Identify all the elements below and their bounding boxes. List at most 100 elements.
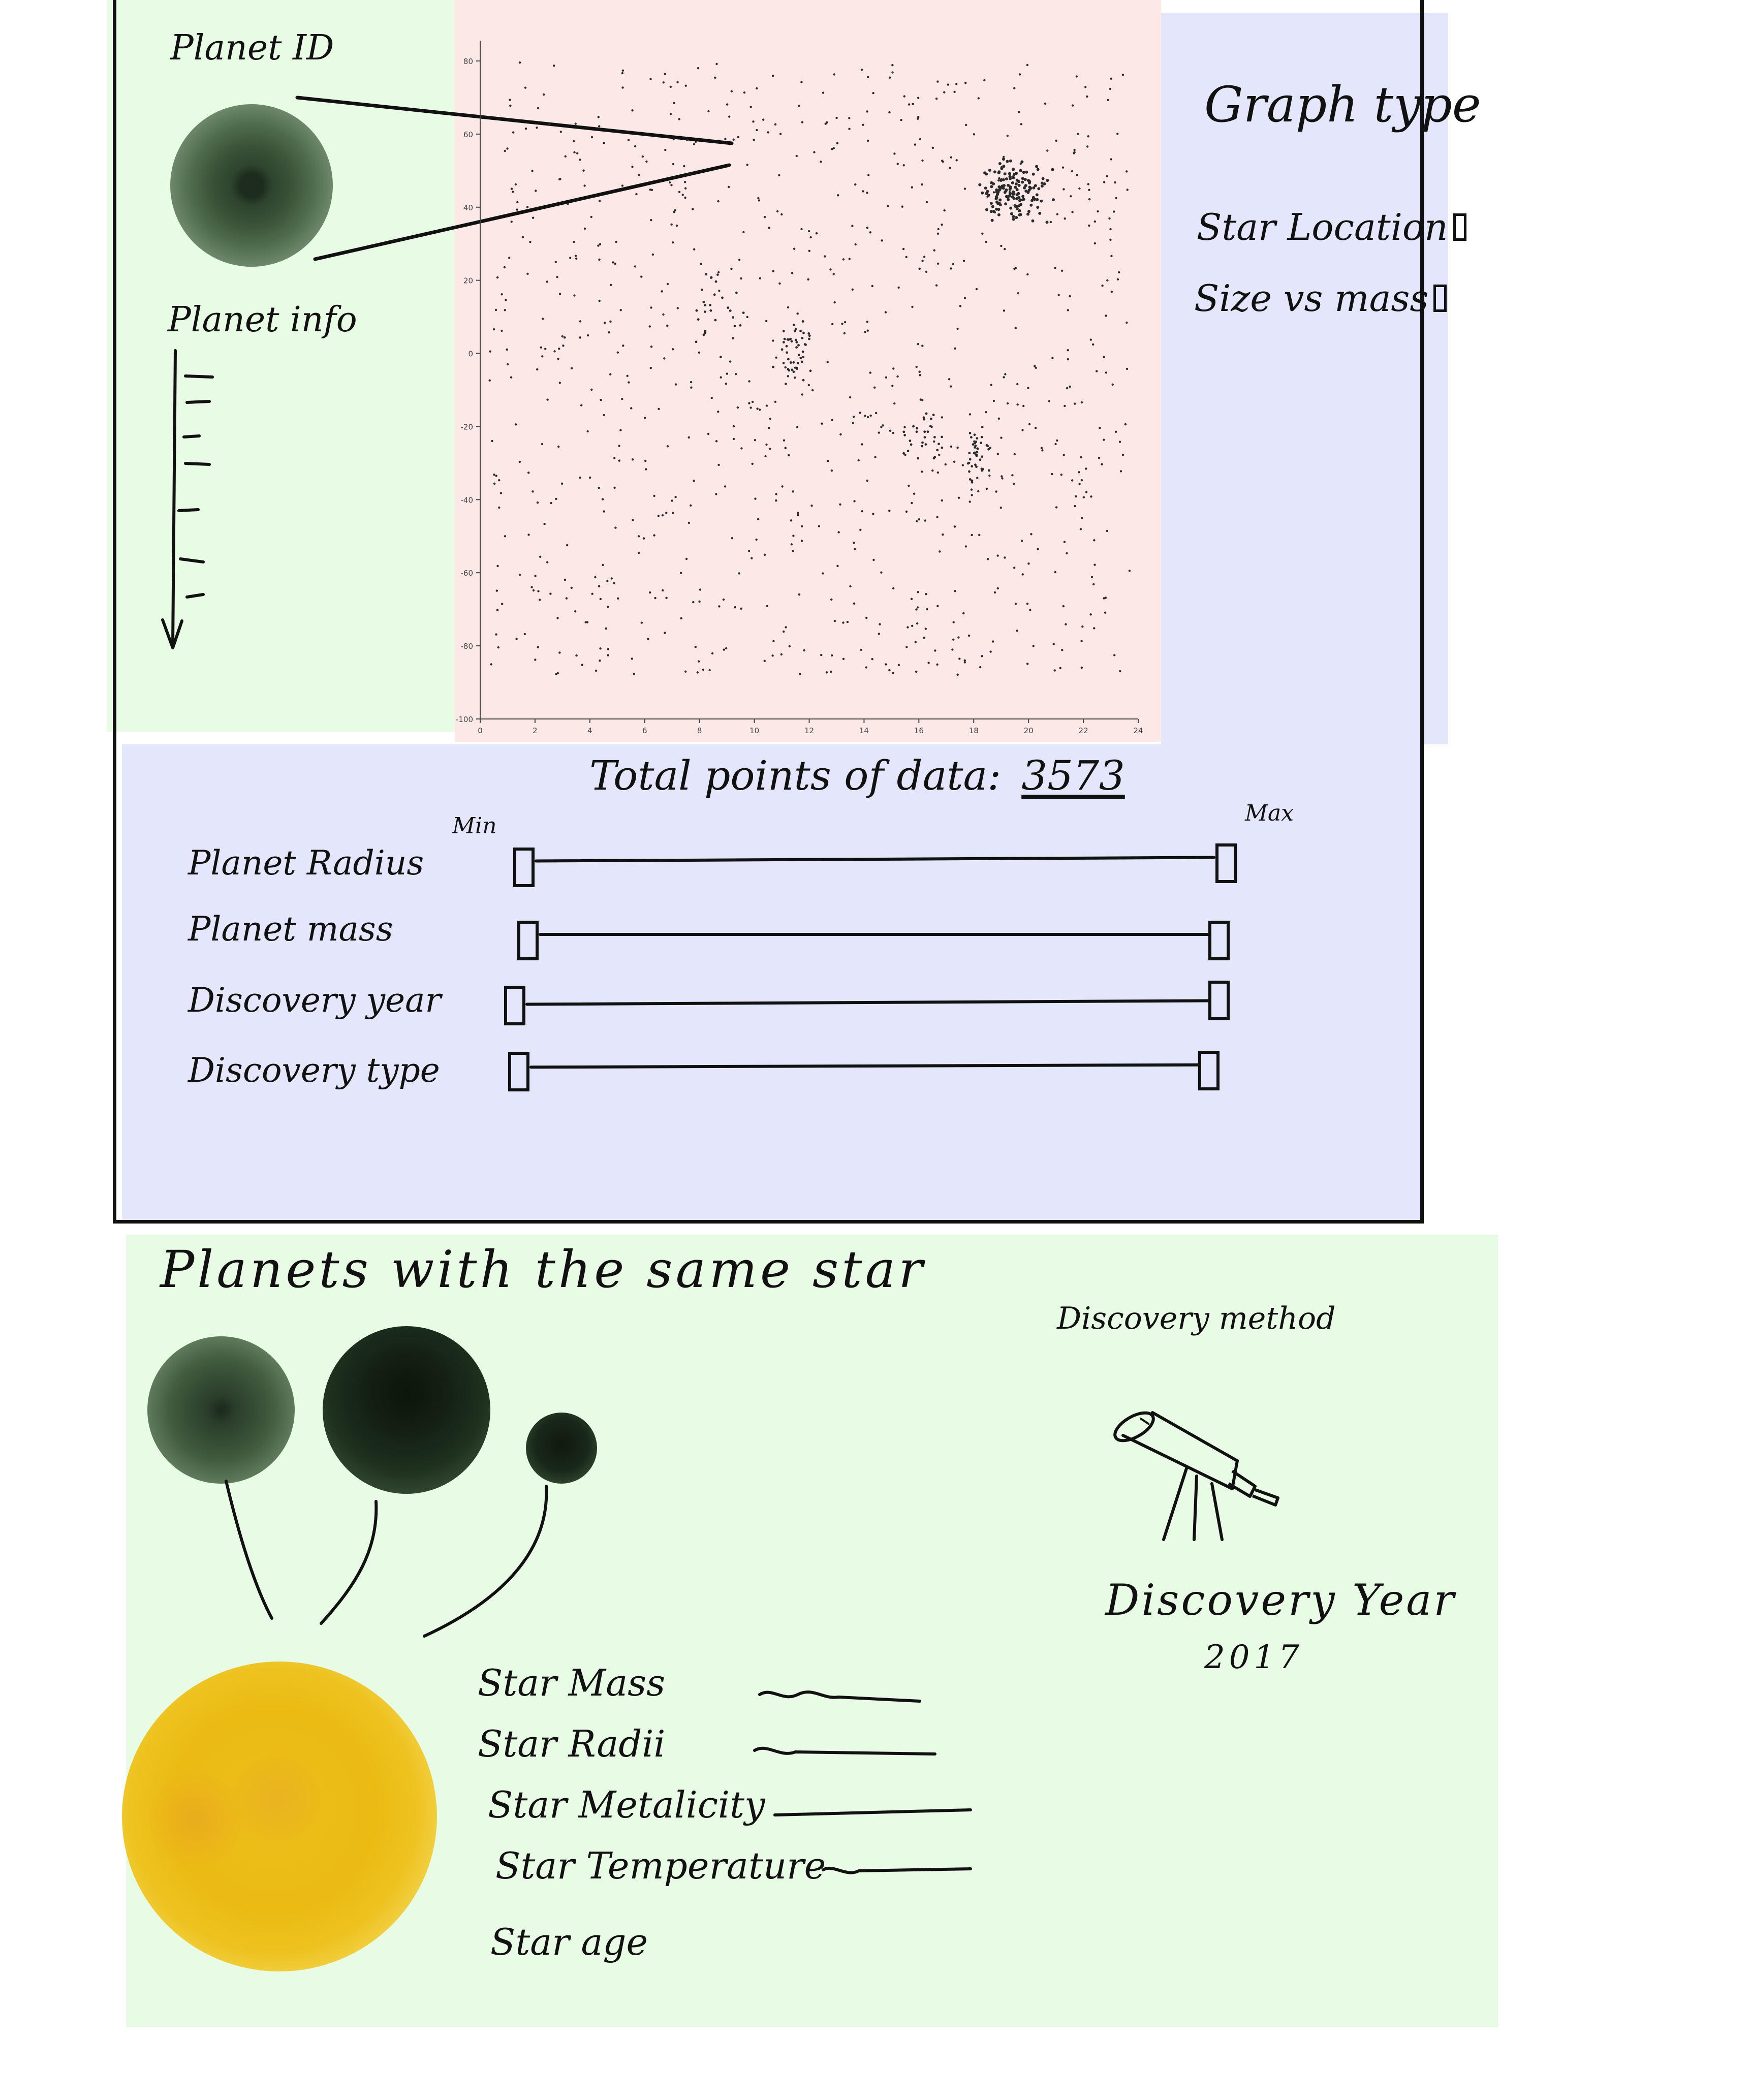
data-point: [989, 447, 992, 449]
data-point: [678, 191, 681, 193]
data-point: [790, 361, 792, 364]
data-point: [569, 257, 572, 259]
data-point: [1011, 168, 1015, 171]
data-point: [707, 432, 710, 435]
data-point: [1037, 548, 1039, 550]
data-point: [640, 621, 643, 624]
data-point: [613, 486, 616, 489]
data-point: [598, 125, 601, 128]
sibling-planet-b[interactable]: [323, 1326, 490, 1494]
data-point: [1114, 430, 1117, 433]
data-point: [809, 236, 812, 239]
data-point: [1056, 439, 1058, 442]
data-point: [968, 500, 971, 503]
graph-option-size-vs-mass[interactable]: Size vs mass: [1194, 277, 1447, 320]
data-point: [501, 329, 503, 332]
discovery-year-min-handle[interactable]: [504, 986, 525, 1025]
data-point: [536, 368, 539, 371]
data-point: [1105, 315, 1107, 317]
data-point: [673, 211, 676, 213]
planet-radius-max-handle[interactable]: [1215, 843, 1237, 883]
data-point: [1011, 195, 1014, 199]
data-point: [1034, 427, 1037, 429]
data-point: [803, 649, 805, 652]
data-point: [923, 256, 926, 258]
data-point: [1004, 556, 1006, 559]
data-point: [573, 240, 575, 243]
data-point: [1126, 189, 1129, 191]
data-point: [884, 311, 887, 314]
data-point: [782, 330, 785, 333]
data-point: [914, 143, 917, 146]
data-point: [784, 366, 787, 369]
data-point: [1027, 210, 1030, 213]
data-point: [769, 417, 772, 420]
data-point: [1121, 454, 1124, 456]
data-point: [738, 572, 740, 575]
planet-mass-track[interactable]: [539, 933, 1209, 936]
data-point: [1052, 643, 1055, 645]
data-point: [821, 422, 823, 425]
data-point: [1066, 387, 1069, 390]
total-points-value: 3573: [1021, 752, 1125, 799]
data-point: [583, 227, 586, 230]
data-point: [736, 406, 739, 409]
data-point: [792, 370, 795, 373]
data-point: [590, 215, 592, 218]
sibling-planet-c[interactable]: [526, 1413, 597, 1484]
data-point: [891, 385, 894, 387]
data-point: [1018, 209, 1021, 212]
planet-mass-min-handle[interactable]: [517, 921, 539, 960]
planet-info-list[interactable]: [152, 346, 234, 661]
data-point: [1057, 294, 1060, 296]
data-point: [598, 200, 601, 202]
data-point: [634, 265, 637, 268]
data-point: [800, 540, 803, 542]
data-point: [984, 186, 987, 190]
data-point: [1103, 438, 1105, 441]
data-point: [1087, 135, 1089, 138]
graph-option-star-location[interactable]: Star Location: [1197, 206, 1466, 248]
data-point: [1009, 206, 1013, 210]
data-point: [690, 381, 693, 384]
data-point: [918, 370, 921, 373]
data-point: [892, 587, 895, 590]
data-point: [1032, 186, 1036, 190]
sibling-planet-a[interactable]: [147, 1336, 295, 1484]
size-vs-mass-checkbox[interactable]: [1433, 285, 1447, 312]
data-point: [839, 433, 842, 436]
discovery-type-min-handle[interactable]: [508, 1052, 529, 1091]
data-point: [854, 243, 857, 246]
data-point: [802, 379, 805, 382]
data-point: [631, 109, 634, 112]
discovery-type-max-handle[interactable]: [1198, 1051, 1220, 1090]
data-point: [808, 337, 810, 340]
data-point: [848, 128, 851, 130]
star-location-checkbox[interactable]: [1453, 213, 1466, 241]
discovery-year-title: Discovery Year: [1105, 1575, 1456, 1625]
y-tick-label: 0: [468, 350, 473, 359]
data-point: [1110, 255, 1113, 258]
data-point: [654, 597, 657, 600]
data-point: [1026, 273, 1029, 276]
data-point: [962, 612, 965, 615]
data-point: [1014, 185, 1017, 189]
data-point: [938, 453, 941, 456]
data-point: [797, 512, 799, 514]
data-point: [971, 494, 973, 496]
data-point: [924, 628, 927, 630]
data-point: [1040, 181, 1044, 185]
selected-planet-sphere[interactable]: [170, 104, 333, 267]
planet-radius-min-handle[interactable]: [513, 848, 535, 887]
data-point: [879, 623, 881, 625]
data-point: [1077, 133, 1079, 135]
discovery-year-max-handle[interactable]: [1208, 981, 1230, 1020]
total-points: Total points of data: 3573: [589, 752, 1125, 799]
data-point: [921, 344, 924, 347]
data-point: [1041, 449, 1044, 452]
data-point: [788, 645, 791, 648]
data-point: [999, 178, 1003, 181]
data-point: [743, 91, 746, 94]
planet-mass-max-handle[interactable]: [1208, 921, 1230, 960]
